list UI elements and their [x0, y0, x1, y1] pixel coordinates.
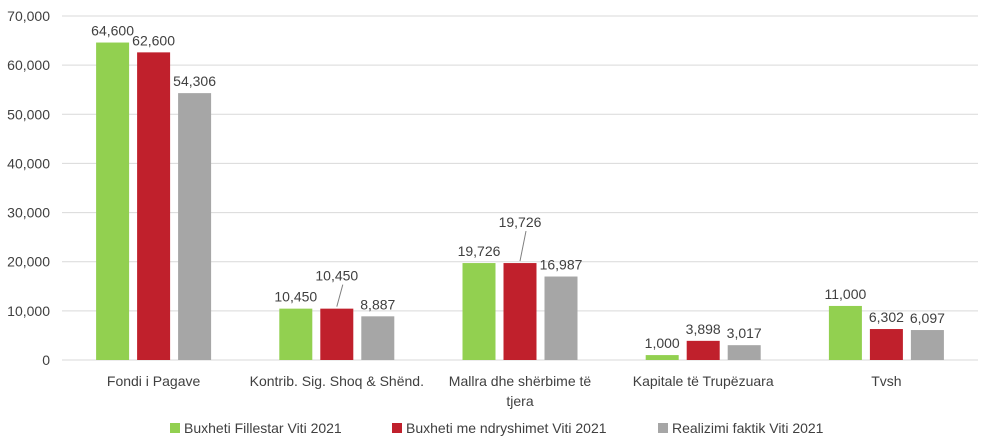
leader-line: [336, 284, 344, 307]
data-label: 64,600: [91, 23, 134, 39]
bar: [828, 305, 862, 360]
bar: [645, 355, 679, 360]
bar: [320, 308, 354, 360]
bar: [178, 93, 212, 360]
bar: [869, 329, 903, 360]
category-label: Fondi i Pagave: [107, 373, 201, 389]
legend-swatch: [170, 423, 180, 433]
data-label: 10,450: [274, 289, 317, 305]
data-label: 62,600: [132, 32, 175, 48]
y-tick-label: 20,000: [7, 254, 50, 270]
data-label: 19,726: [458, 243, 501, 259]
legend-label: Buxheti me ndryshimet Viti 2021: [406, 420, 607, 436]
bar: [727, 345, 761, 360]
category-label: Mallra dhe shërbime të: [449, 373, 592, 389]
category-label: Kapitale të Trupëzuara: [633, 373, 774, 389]
bar: [544, 276, 578, 360]
bar: [361, 316, 395, 360]
bars: [96, 42, 944, 361]
y-tick-label: 70,000: [7, 8, 50, 24]
bar: [503, 263, 537, 360]
data-label: 6,302: [869, 309, 904, 325]
bar: [96, 42, 130, 361]
category-label: tjera: [506, 393, 533, 409]
x-axis-categories: Fondi i Pagave Kontrib. Sig. Shoq & Shënd…: [107, 373, 902, 409]
data-labels: 64,60062,60054,30610,45010,4508,88719,72…: [91, 23, 945, 352]
data-label: 19,726: [499, 214, 542, 230]
y-tick-label: 30,000: [7, 205, 50, 221]
leader-line: [519, 230, 527, 262]
bar: [462, 263, 496, 360]
legend-label: Realizimi faktik Viti 2021: [672, 420, 824, 436]
y-tick-label: 0: [42, 352, 50, 368]
y-tick-label: 50,000: [7, 106, 50, 122]
data-label: 1,000: [645, 335, 680, 351]
legend-label: Buxheti Fillestar Viti 2021: [184, 420, 342, 436]
data-label: 10,450: [315, 268, 358, 284]
legend-swatch: [658, 423, 668, 433]
data-label: 3,017: [727, 325, 762, 341]
y-tick-label: 10,000: [7, 303, 50, 319]
bar: [686, 340, 720, 360]
bar: [910, 330, 944, 360]
data-label: 16,987: [540, 257, 583, 273]
bar: [279, 308, 313, 360]
legend-swatch: [392, 423, 402, 433]
y-axis-ticks: 0 10,000 20,000 30,000 40,000 50,000 60,000 70,…: [7, 8, 50, 368]
data-label: 11,000: [825, 286, 867, 302]
gridlines: [62, 15, 978, 361]
category-label: Kontrib. Sig. Shoq & Shënd.: [250, 373, 424, 389]
category-label: Tvsh: [871, 373, 901, 389]
data-label: 6,097: [910, 310, 945, 326]
data-label: 54,306: [173, 73, 216, 89]
y-tick-label: 60,000: [7, 57, 50, 73]
bar: [137, 52, 171, 360]
data-label: 8,887: [360, 296, 395, 312]
data-label: 3,898: [686, 321, 721, 337]
y-tick-label: 40,000: [7, 155, 50, 171]
legend: Buxheti Fillestar Viti 2021 Buxheti me nd…: [170, 420, 824, 436]
